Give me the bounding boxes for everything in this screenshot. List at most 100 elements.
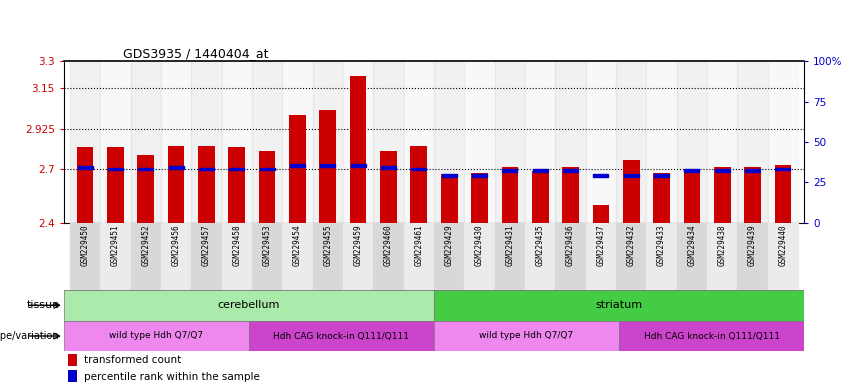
Text: GSM229436: GSM229436 [566, 224, 575, 266]
Bar [100, 223, 130, 290]
Bar [768, 223, 798, 290]
Bar [647, 61, 677, 223]
Bar [442, 174, 457, 177]
Text: GSM229450: GSM229450 [81, 224, 89, 266]
Bar [260, 167, 275, 170]
Bar [259, 151, 276, 223]
Text: GSM229433: GSM229433 [657, 224, 666, 266]
Bar [381, 166, 396, 169]
Bar [585, 223, 616, 290]
Bar [472, 174, 487, 177]
Bar [130, 61, 161, 223]
Bar [775, 167, 791, 170]
Bar [130, 223, 161, 290]
Bar [532, 171, 549, 223]
Bar [108, 167, 123, 170]
Bar [343, 61, 374, 223]
Bar [434, 223, 465, 290]
Bar [168, 166, 184, 169]
Bar [138, 167, 153, 170]
Bar [647, 223, 677, 290]
Text: GSM229457: GSM229457 [202, 224, 211, 266]
Bar [745, 169, 760, 172]
Bar [350, 76, 367, 223]
Bar [374, 223, 403, 290]
Bar [320, 164, 335, 167]
Bar [592, 205, 609, 223]
Bar [252, 61, 283, 223]
Bar [525, 223, 556, 290]
Text: GSM229432: GSM229432 [626, 224, 636, 266]
Bar [471, 172, 488, 223]
Bar [289, 115, 306, 223]
Bar [70, 223, 100, 290]
Bar [283, 61, 312, 223]
Bar [654, 172, 670, 223]
Text: GSM229458: GSM229458 [232, 224, 242, 266]
Text: GSM229434: GSM229434 [688, 224, 696, 266]
Bar [137, 155, 154, 223]
Text: GSM229440: GSM229440 [779, 224, 787, 266]
Bar [619, 321, 804, 351]
Text: GSM229438: GSM229438 [717, 224, 727, 266]
Bar [403, 61, 434, 223]
Bar [380, 151, 397, 223]
Text: wild type Hdh Q7/Q7: wild type Hdh Q7/Q7 [109, 331, 203, 341]
Bar [745, 167, 761, 223]
Bar [107, 147, 123, 223]
Bar [67, 370, 77, 382]
Bar [411, 167, 426, 170]
Bar [198, 146, 214, 223]
Bar [191, 61, 221, 223]
Text: tissue: tissue [26, 300, 60, 310]
Text: GDS3935 / 1440404_at: GDS3935 / 1440404_at [123, 47, 269, 60]
Bar [707, 223, 738, 290]
Bar [738, 61, 768, 223]
Bar [100, 61, 130, 223]
Bar [64, 290, 434, 321]
Bar [714, 167, 731, 223]
Bar [67, 354, 77, 366]
Text: Hdh CAG knock-in Q111/Q111: Hdh CAG knock-in Q111/Q111 [643, 331, 780, 341]
Bar [252, 223, 283, 290]
Bar [374, 61, 403, 223]
Bar [191, 223, 221, 290]
Text: GSM229455: GSM229455 [323, 224, 332, 266]
Bar [283, 223, 312, 290]
Bar [434, 321, 619, 351]
Bar [494, 223, 525, 290]
Bar [441, 174, 458, 223]
Bar [228, 147, 245, 223]
Bar [501, 167, 518, 223]
Bar [556, 223, 585, 290]
Text: GSM229437: GSM229437 [597, 224, 605, 266]
Bar [312, 223, 343, 290]
Bar [168, 146, 185, 223]
Bar [502, 169, 517, 172]
Bar [403, 223, 434, 290]
Bar [199, 167, 214, 170]
Bar [774, 166, 791, 223]
Bar [624, 174, 639, 177]
Bar [768, 61, 798, 223]
Bar [707, 61, 738, 223]
Bar [623, 160, 640, 223]
Text: transformed count: transformed count [84, 356, 181, 366]
Text: wild type Hdh Q7/Q7: wild type Hdh Q7/Q7 [479, 331, 574, 341]
Bar [684, 169, 700, 172]
Bar [593, 174, 608, 177]
Bar [677, 223, 707, 290]
Text: GSM229454: GSM229454 [293, 224, 302, 266]
Text: GSM229452: GSM229452 [141, 224, 151, 266]
Bar [64, 321, 248, 351]
Bar [229, 167, 244, 170]
Bar [556, 61, 585, 223]
Bar [715, 169, 730, 172]
Bar [248, 321, 434, 351]
Text: Hdh CAG knock-in Q111/Q111: Hdh CAG knock-in Q111/Q111 [273, 331, 409, 341]
Text: GSM229456: GSM229456 [172, 224, 180, 266]
Bar [465, 61, 494, 223]
Bar [494, 61, 525, 223]
Bar [221, 61, 252, 223]
Bar [654, 174, 669, 177]
